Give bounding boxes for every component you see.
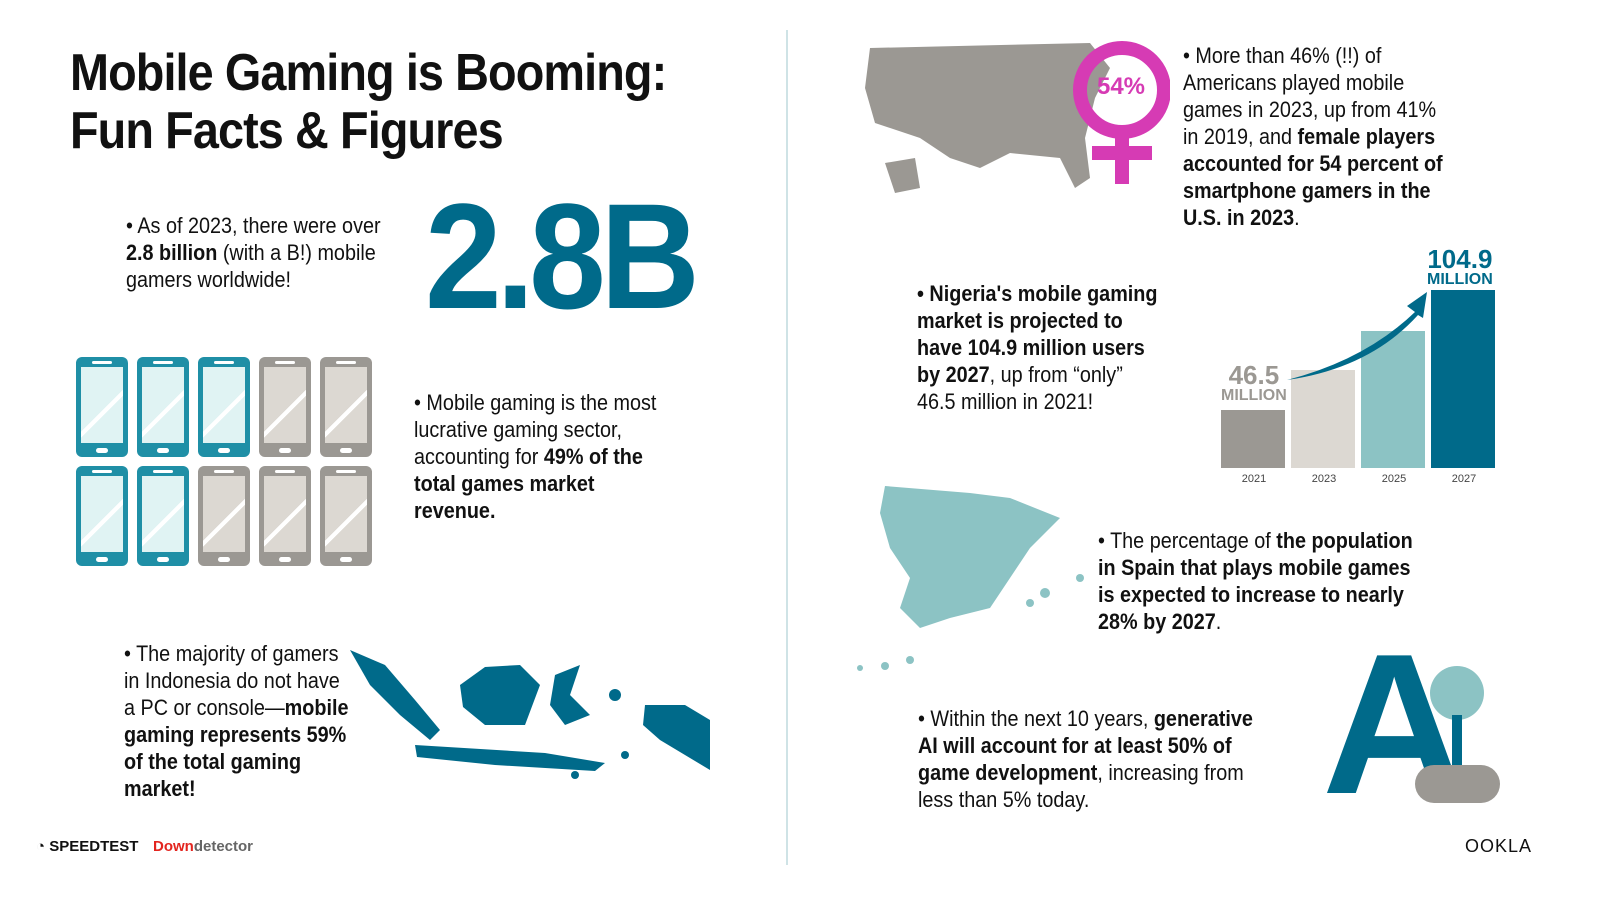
- phone-icon: [198, 466, 250, 566]
- phone-icon: [320, 357, 372, 457]
- data-label: 104.9 MILLION: [1427, 243, 1493, 288]
- x-tick-label: 2021: [1241, 473, 1267, 485]
- spain-map-icon: [857, 486, 1084, 671]
- phone-icon: [320, 466, 372, 566]
- ookla-logo: OOKLA: [1464, 836, 1532, 856]
- x-tick-label: 2023: [1311, 473, 1337, 485]
- fact-ai: • Within the next 10 years, generative A…: [918, 706, 1253, 812]
- fact-gamers: • As of 2023, there were over 2.8 billio…: [126, 213, 381, 292]
- fact-revenue: • Mobile gaming is the most lucrative ga…: [414, 390, 657, 523]
- bar-2025: [1361, 330, 1425, 468]
- bar-2023: [1291, 369, 1355, 468]
- data-label: 46.5 MILLION: [1221, 359, 1287, 404]
- x-tick-label: 2025: [1381, 473, 1407, 485]
- phone-icon: [137, 466, 189, 566]
- divider: [786, 30, 788, 865]
- phone-icon: [259, 357, 311, 457]
- joystick-icon: [1415, 666, 1500, 803]
- downdetector-logo: Downdetector: [153, 838, 254, 855]
- fact-indonesia: • The majority of gamers in Indonesia do…: [124, 641, 349, 801]
- speedtest-logo: ◔ SPEEDTEST: [36, 838, 139, 855]
- fact-us: • More than 46% (!!) of Americans played…: [1183, 43, 1443, 230]
- phone-icon: [198, 357, 250, 457]
- bar-2021: [1221, 409, 1285, 468]
- phone-icon: [259, 466, 311, 566]
- x-tick-label: 2027: [1451, 473, 1477, 485]
- phone-icon: [137, 357, 189, 457]
- indonesia-map-icon: [350, 650, 710, 779]
- bar-2027: [1431, 289, 1495, 468]
- big-number: 2.8B: [425, 172, 700, 340]
- phone-grid: [76, 357, 376, 567]
- female-percent: 54%: [1096, 73, 1146, 100]
- page-title: Mobile Gaming is Booming: Fun Facts & Fig…: [70, 44, 667, 160]
- nigeria-bar-chart: 2021 46.5 MILLION 2023 2025 2027 104.9 MILLION: [1215, 240, 1515, 490]
- fact-nigeria: • Nigeria's mobile gaming market is proj…: [917, 281, 1158, 414]
- fact-spain: • The percentage of the population in Sp…: [1098, 528, 1413, 634]
- phone-icon: [76, 357, 128, 457]
- growth-arrow-icon: [1287, 292, 1427, 380]
- usa-map-icon: [865, 41, 1170, 193]
- phone-icon: [76, 466, 128, 566]
